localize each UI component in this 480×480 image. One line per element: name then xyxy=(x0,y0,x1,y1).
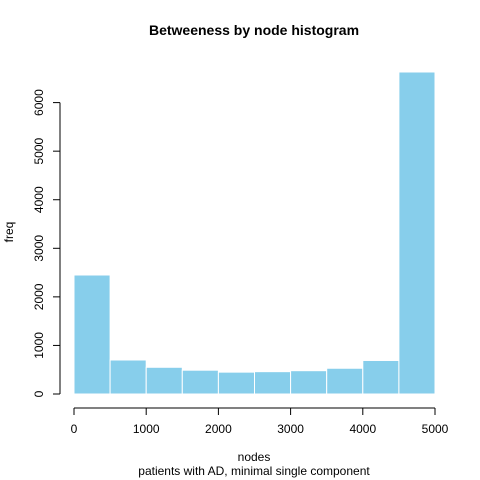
x-tick-label: 2000 xyxy=(205,422,232,436)
y-axis-ticks: 0 1000 2000 3000 4000 5000 6000 xyxy=(32,89,60,397)
y-tick-label: 3000 xyxy=(32,235,46,262)
histogram-bar-1 xyxy=(109,359,147,395)
histogram-bar-8 xyxy=(362,359,400,395)
x-tick-label: 0 xyxy=(71,422,78,436)
y-tick-label: 2000 xyxy=(32,283,46,310)
histogram-bar-4 xyxy=(217,371,255,395)
x-tick-label: 5000 xyxy=(422,422,449,436)
x-axis-ticks: 0 1000 2000 3000 4000 5000 xyxy=(71,408,449,436)
chart-subtitle: patients with AD, minimal single compone… xyxy=(138,464,370,478)
histogram-bar-5 xyxy=(254,371,292,395)
histogram-bar-2 xyxy=(145,366,183,395)
histogram-bar-0 xyxy=(73,274,111,395)
x-tick-label: 4000 xyxy=(349,422,376,436)
histogram-bar-7 xyxy=(326,367,364,395)
histogram-bar-9 xyxy=(398,71,436,395)
x-tick-label: 1000 xyxy=(133,422,160,436)
histogram-bar-6 xyxy=(290,370,328,395)
x-axis-label: nodes xyxy=(238,450,271,464)
histogram-bar-3 xyxy=(181,369,219,395)
y-tick-label: 4000 xyxy=(32,186,46,213)
y-tick-label: 5000 xyxy=(32,137,46,164)
y-axis-label: freq xyxy=(2,222,16,243)
y-tick-label: 6000 xyxy=(32,89,46,116)
x-tick-label: 3000 xyxy=(277,422,304,436)
y-tick-label: 1000 xyxy=(32,332,46,359)
chart-title: Betweeness by node histogram xyxy=(149,22,359,38)
bars-group xyxy=(73,71,436,395)
y-tick-label: 0 xyxy=(32,390,46,397)
